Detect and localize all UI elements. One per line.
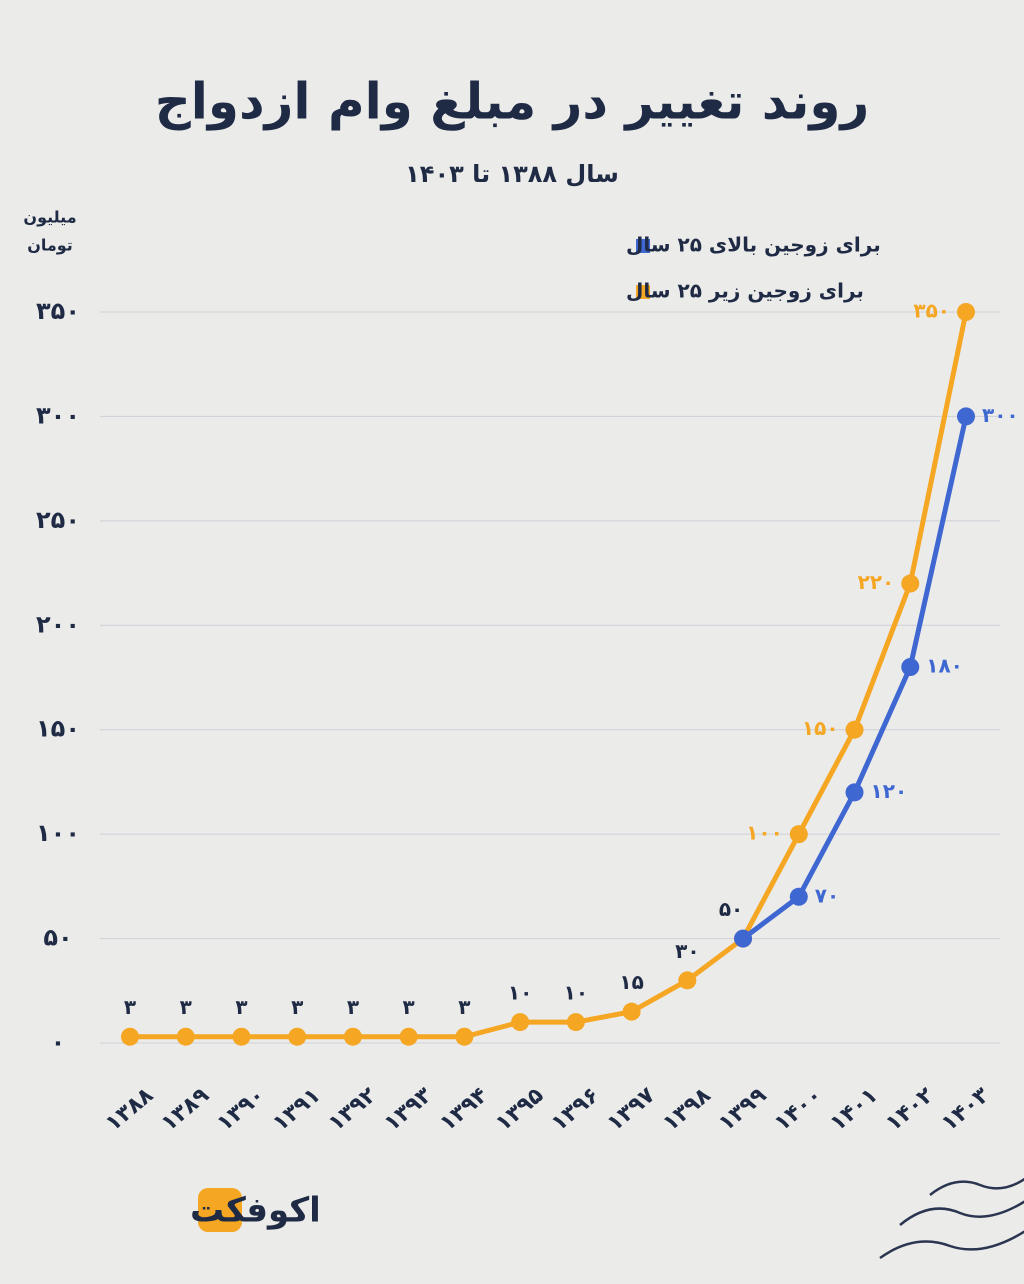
y-tick-label: ۲۰۰ — [36, 610, 80, 638]
data-point — [901, 658, 920, 677]
chart-title: روند تغییر در مبلغ وام ازدواج — [155, 73, 870, 132]
data-label: ۳۰ — [675, 939, 699, 963]
data-point — [455, 1027, 474, 1046]
data-point — [622, 1002, 641, 1021]
data-label: ۱۰۰ — [746, 821, 783, 845]
data-label: ۳ — [235, 995, 247, 1019]
data-label: ۱۰ — [508, 981, 532, 1005]
data-point — [678, 971, 697, 990]
series-line — [130, 311, 969, 1040]
data-label: ۱۲۰ — [871, 779, 908, 803]
data-label: ۳ — [291, 995, 303, 1019]
y-tick-label: ۳۰۰ — [36, 401, 80, 429]
y-axis-label: تومان — [27, 236, 73, 255]
y-tick-label: ۱۰۰ — [36, 819, 80, 847]
legend-swatch — [636, 285, 650, 299]
data-label: ۳ — [180, 995, 192, 1019]
data-point — [343, 1027, 362, 1046]
brand-name: اکوفکت — [190, 1191, 321, 1231]
brand-logo — [198, 1188, 242, 1232]
data-point — [845, 720, 864, 739]
data-point — [121, 1027, 139, 1046]
data-point — [957, 407, 975, 426]
data-label: ۱۰ — [564, 981, 588, 1005]
data-label: ۷۰ — [815, 883, 839, 907]
legend-label: برای زوجین بالای ۲۵ سال — [626, 233, 881, 257]
data-point — [789, 825, 808, 844]
data-label: ۱۵۰ — [802, 716, 839, 740]
data-label: ۳ — [124, 995, 136, 1019]
data-point — [176, 1027, 195, 1046]
chart-subtitle: سال ۱۳۸۸ تا ۱۴۰۳ — [405, 160, 619, 188]
data-label: ۳ — [458, 995, 470, 1019]
data-point — [734, 929, 753, 948]
y-tick-label: ۲۵۰ — [36, 506, 80, 534]
y-tick-label: ۵۰ — [43, 924, 72, 952]
data-label: ۵۰ — [719, 897, 743, 921]
data-point — [511, 1013, 530, 1032]
data-point — [901, 574, 920, 593]
data-label: ۱۸۰ — [926, 654, 963, 678]
data-point — [399, 1027, 418, 1046]
data-point — [957, 303, 975, 321]
data-label: ۳ — [403, 995, 415, 1019]
data-point — [566, 1013, 585, 1032]
legend-label: برای زوجین زیر ۲۵ سال — [626, 279, 864, 303]
legend-swatch — [636, 239, 650, 253]
data-point — [845, 783, 864, 802]
y-axis-label: میلیون — [23, 208, 76, 227]
decoration-waves — [879, 1177, 1024, 1260]
data-label: ۳۵۰ — [913, 299, 950, 323]
data-point — [789, 887, 808, 906]
data-label: ۳۰۰ — [982, 403, 1019, 427]
data-point — [232, 1027, 251, 1046]
y-tick-label: ۰ — [51, 1028, 66, 1056]
y-tick-label: ۱۵۰ — [36, 715, 80, 743]
data-label: ۳ — [347, 995, 359, 1019]
data-point — [288, 1027, 307, 1046]
y-tick-label: ۳۵۰ — [36, 297, 80, 325]
data-label: ۱۵ — [619, 970, 643, 994]
data-label: ۲۲۰ — [858, 570, 895, 594]
